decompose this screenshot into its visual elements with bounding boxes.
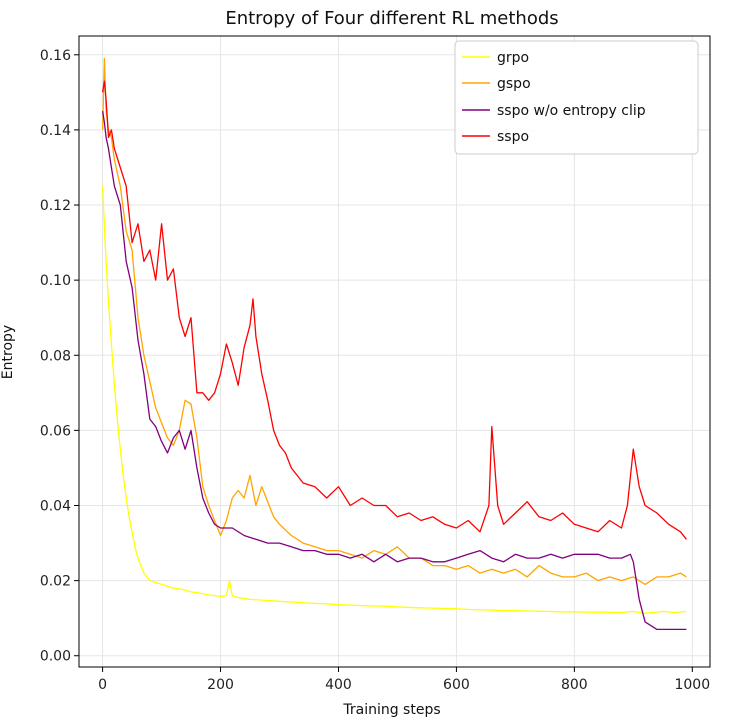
x-tick-label: 400	[325, 677, 352, 693]
series-line-gspo	[101, 57, 687, 586]
plot-frame	[78, 35, 711, 668]
x-tick-label: 200	[207, 677, 234, 693]
series-lines	[101, 57, 687, 631]
legend: grpo gspo sspo w/o entropy clip sspo	[454, 40, 699, 155]
x-tick-label: 800	[561, 677, 588, 693]
y-tick-label: 0.14	[40, 123, 71, 139]
legend-label-sspo-wo-entropy-clip: sspo w/o entropy clip	[497, 103, 646, 119]
x-axis-label: Training steps	[342, 702, 440, 718]
series-line-grpo	[101, 186, 687, 614]
y-tick-label: 0.10	[40, 273, 71, 289]
x-axis-ticks: 0 200 400 600 800 1000	[98, 667, 710, 693]
y-axis-ticks: 0.00 0.02 0.04 0.06 0.08 0.10 0.12 0.14 0.16	[40, 48, 79, 665]
y-tick-label: 0.00	[40, 649, 71, 665]
x-tick-label: 1000	[674, 677, 710, 693]
x-tick-label: 0	[98, 677, 107, 693]
legend-label-sspo: sspo	[497, 129, 529, 145]
y-tick-label: 0.06	[40, 423, 71, 439]
y-tick-label: 0.08	[40, 348, 71, 364]
legend-label-grpo: grpo	[497, 50, 529, 66]
y-axis-label: Entropy	[0, 325, 16, 379]
series-line-sspo-w-o-entropy-clip	[101, 110, 687, 631]
chart-title: Entropy of Four different RL methods	[225, 8, 558, 29]
y-tick-label: 0.16	[40, 48, 71, 64]
series-line-sspo	[101, 80, 687, 540]
legend-label-gspo: gspo	[497, 76, 531, 92]
y-tick-label: 0.02	[40, 574, 71, 590]
legend-box	[454, 40, 699, 155]
y-tick-label: 0.04	[40, 498, 71, 514]
x-tick-label: 600	[443, 677, 470, 693]
y-tick-label: 0.12	[40, 198, 71, 214]
